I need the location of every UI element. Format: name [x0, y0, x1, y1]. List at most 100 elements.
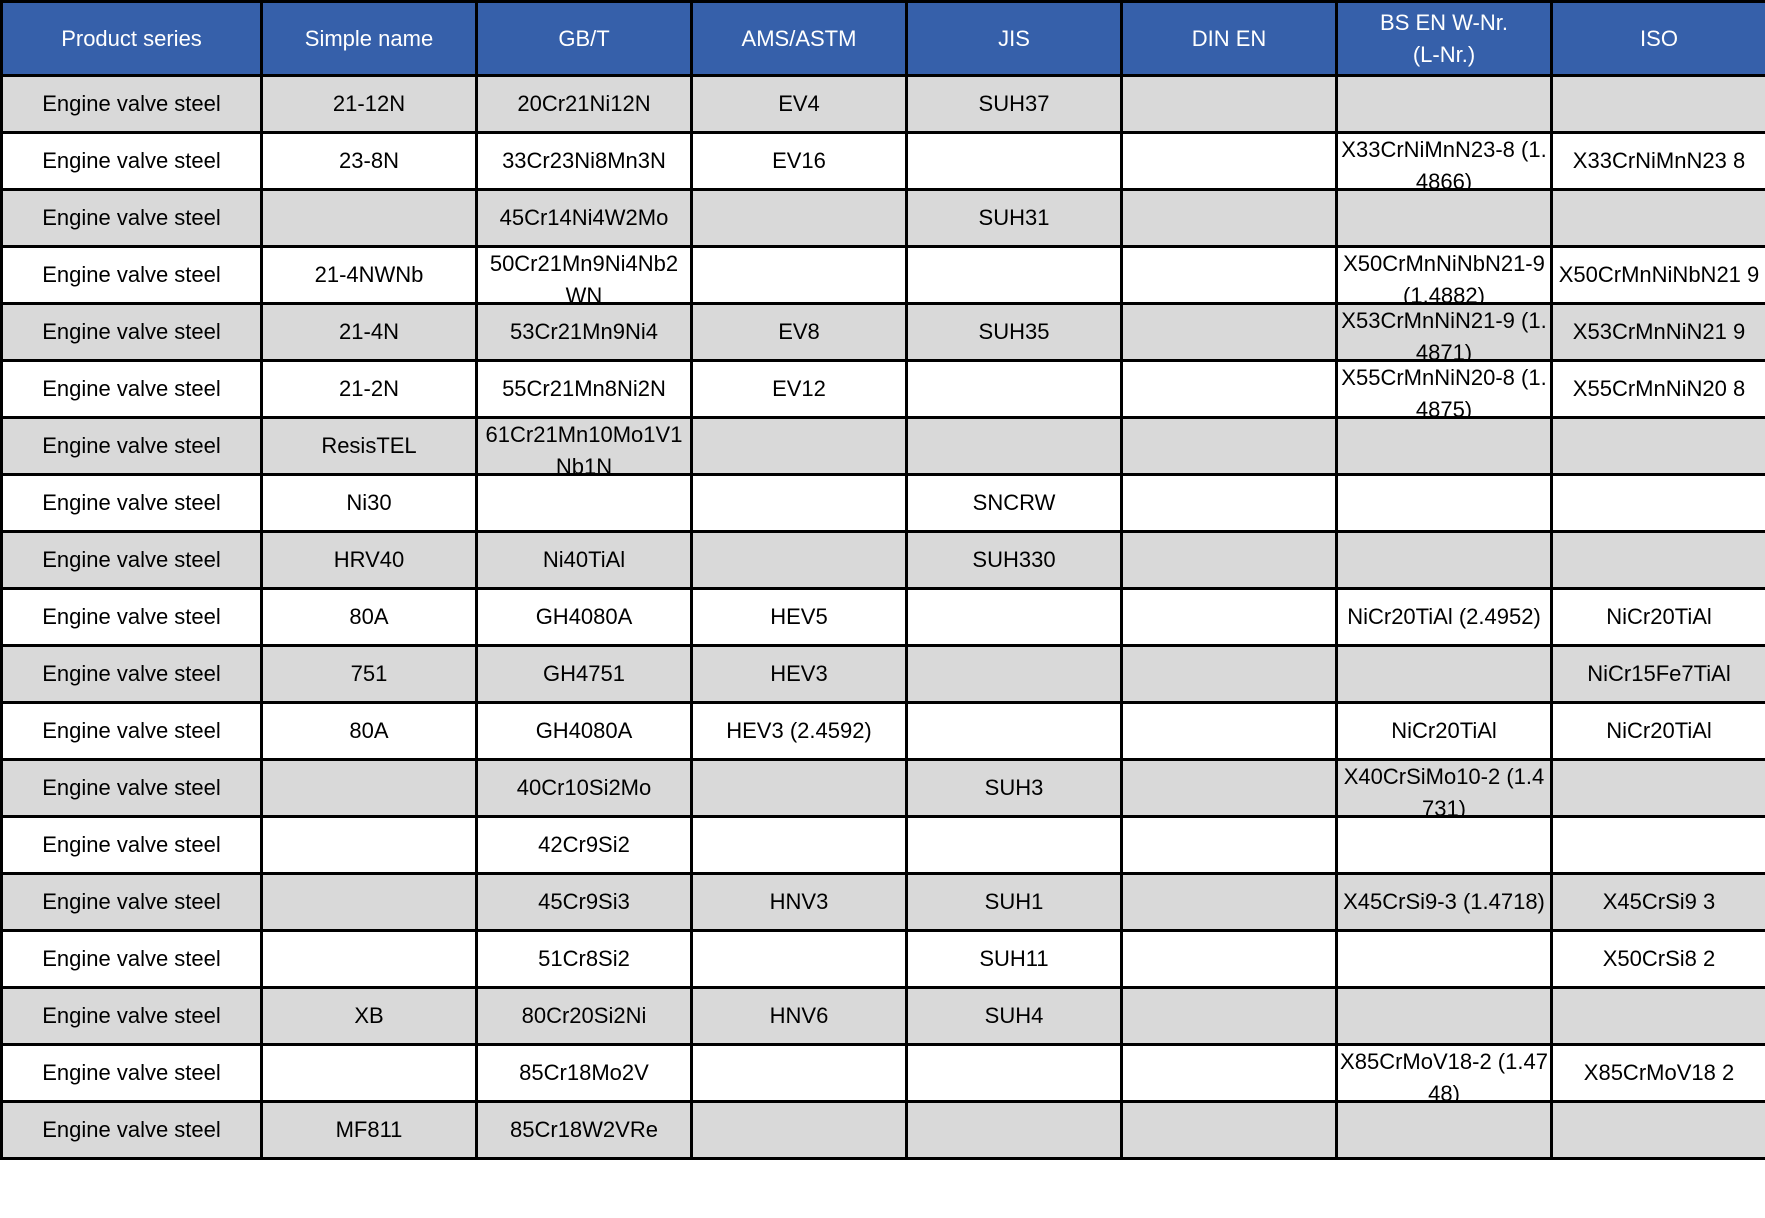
table-row: Engine valve steel 80A GH4080A HEV3 (2.4592… [0, 701, 1765, 761]
cell-gb-t: 50Cr21Mn9Ni4Nb2WN [475, 245, 693, 305]
cell-ams-astm [690, 1043, 908, 1103]
cell-text: EV8 [778, 319, 820, 344]
cell-iso [1550, 473, 1765, 533]
cell-gb-t: 45Cr14Ni4W2Mo [475, 188, 693, 248]
cell-ams-astm [690, 473, 908, 533]
cell-bs-en-w-nr [1335, 1100, 1553, 1160]
cell-simple-name: 21-12N [260, 74, 478, 134]
cell-jis: SUH35 [905, 302, 1123, 362]
cell-text: Engine valve steel [42, 205, 221, 230]
cell-text: X55CrMnNiN20-8 (1.4875) [1341, 365, 1547, 416]
cell-simple-name: 80A [260, 587, 478, 647]
cell-text: X33CrNiMnN23 8 [1572, 148, 1746, 173]
cell-ams-astm: EV4 [690, 74, 908, 134]
cell-text: 20Cr21Ni12N [517, 91, 651, 116]
column-header-gb-t: GB/T [475, 0, 693, 77]
column-header-product-series: Product series [0, 0, 263, 77]
column-header-din-en: DIN EN [1120, 0, 1338, 77]
cell-text: 42Cr9Si2 [538, 832, 630, 857]
table-row: Engine valve steel HRV40 Ni40TiAl SUH330 [0, 530, 1765, 590]
cell-jis: SUH3 [905, 758, 1123, 818]
table-row: Engine valve steel Ni30 SNCRW [0, 473, 1765, 533]
cell-iso: X50CrMnNiNbN21 9 [1550, 245, 1765, 305]
cell-product-series: Engine valve steel [0, 302, 263, 362]
cell-din-en [1120, 929, 1338, 989]
cell-text: Engine valve steel [42, 604, 221, 629]
table-row: Engine valve steel 40Cr10Si2Mo SUH3 X40CrSi… [0, 758, 1765, 818]
cell-din-en [1120, 245, 1338, 305]
cell-gb-t: GH4080A [475, 701, 693, 761]
cell-text: 23-8N [339, 148, 399, 173]
cell-text: HNV3 [769, 889, 829, 914]
cell-text: SUH330 [972, 547, 1056, 572]
cell-text: X45CrSi9 3 [1602, 889, 1716, 914]
cell-ams-astm [690, 530, 908, 590]
cell-text: X85CrMoV18 2 [1583, 1060, 1735, 1085]
cell-bs-en-w-nr [1335, 188, 1553, 248]
cell-text: X45CrSi9-3 (1.4718) [1343, 889, 1545, 914]
cell-din-en [1120, 131, 1338, 191]
cell-iso [1550, 530, 1765, 590]
cell-jis: SNCRW [905, 473, 1123, 533]
cell-gb-t: 33Cr23Ni8Mn3N [475, 131, 693, 191]
cell-text: X50CrMnNiNbN21 9 [1558, 262, 1760, 287]
cell-text: EV4 [778, 91, 820, 116]
cell-text: X50CrMnNiNbN21-9 (1.4882) [1343, 251, 1545, 302]
cell-iso [1550, 758, 1765, 818]
cell-din-en [1120, 188, 1338, 248]
cell-gb-t: 61Cr21Mn10Mo1V1Nb1N [475, 416, 693, 476]
cell-product-series: Engine valve steel [0, 359, 263, 419]
cell-bs-en-w-nr [1335, 644, 1553, 704]
cell-text: HEV5 [770, 604, 828, 629]
cell-text: X55CrMnNiN20 8 [1572, 376, 1746, 401]
cell-text: 85Cr18W2VRe [510, 1117, 658, 1142]
cell-bs-en-w-nr: X85CrMoV18-2 (1.4748) [1335, 1043, 1553, 1103]
cell-text: SUH31 [978, 205, 1050, 230]
cell-text: NiCr20TiAl [1391, 718, 1497, 743]
cell-text: EV16 [772, 148, 826, 173]
cell-bs-en-w-nr: NiCr20TiAl (2.4952) [1335, 587, 1553, 647]
cell-iso [1550, 416, 1765, 476]
cell-gb-t: 80Cr20Si2Ni [475, 986, 693, 1046]
cell-text: X33CrNiMnN23-8 (1.4866) [1341, 137, 1547, 188]
cell-bs-en-w-nr: X50CrMnNiNbN21-9 (1.4882) [1335, 245, 1553, 305]
cell-text: X53CrMnNiN21 9 [1572, 319, 1746, 344]
cell-product-series: Engine valve steel [0, 929, 263, 989]
cell-simple-name: ResisTEL [260, 416, 478, 476]
table-row: Engine valve steel 21-12N 20Cr21Ni12N EV4 SU… [0, 74, 1765, 134]
cell-text: Engine valve steel [42, 1003, 221, 1028]
cell-text: SNCRW [972, 490, 1056, 515]
cell-jis [905, 416, 1123, 476]
table-row: Engine valve steel 21-4N 53Cr21Mn9Ni4 EV8 SU… [0, 302, 1765, 362]
cell-simple-name: Ni30 [260, 473, 478, 533]
cell-iso [1550, 74, 1765, 134]
header-row: Product series Simple name GB/T AMS/ASTM JIS… [0, 0, 1765, 77]
cell-text: SUH4 [984, 1003, 1044, 1028]
cell-text: 50Cr21Mn9Ni4Nb2WN [489, 251, 679, 302]
cell-din-en [1120, 302, 1338, 362]
cell-ams-astm [690, 245, 908, 305]
cell-simple-name: 21-4N [260, 302, 478, 362]
cell-ams-astm [690, 758, 908, 818]
cell-iso [1550, 986, 1765, 1046]
cell-text: Engine valve steel [42, 832, 221, 857]
cell-product-series: Engine valve steel [0, 872, 263, 932]
cell-din-en [1120, 815, 1338, 875]
cell-product-series: Engine valve steel [0, 473, 263, 533]
cell-iso: NiCr20TiAl [1550, 587, 1765, 647]
cell-simple-name: MF811 [260, 1100, 478, 1160]
cell-product-series: Engine valve steel [0, 701, 263, 761]
cell-text: Ni30 [346, 490, 392, 515]
cell-text: 45Cr14Ni4W2Mo [499, 205, 669, 230]
table-row: Engine valve steel 23-8N 33Cr23Ni8Mn3N EV16… [0, 131, 1765, 191]
cell-jis [905, 644, 1123, 704]
cell-product-series: Engine valve steel [0, 74, 263, 134]
cell-text: NiCr20TiAl [1606, 718, 1712, 743]
column-header-bs-en-w-nr: BS EN W-Nr. (L-Nr.) [1335, 0, 1553, 77]
cell-simple-name: 21-2N [260, 359, 478, 419]
cell-product-series: Engine valve steel [0, 1100, 263, 1160]
cell-din-en [1120, 1043, 1338, 1103]
cell-iso: X53CrMnNiN21 9 [1550, 302, 1765, 362]
cell-jis [905, 359, 1123, 419]
cell-din-en [1120, 701, 1338, 761]
